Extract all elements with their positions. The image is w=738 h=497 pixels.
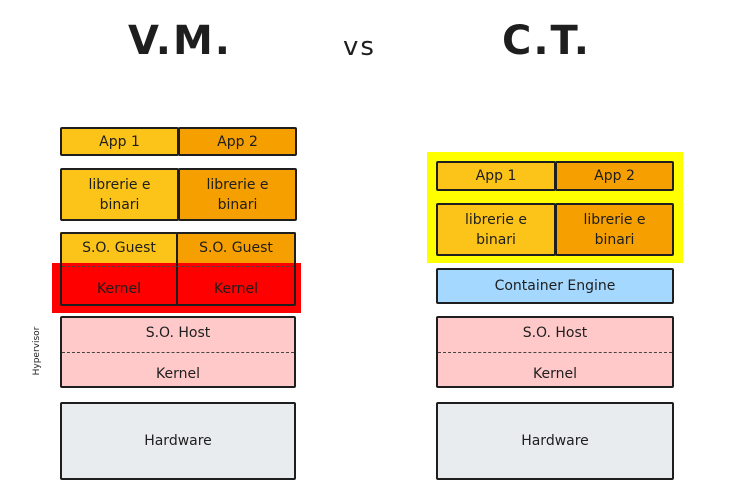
- vm-guest2-box: S.O. Guest Kernel: [176, 232, 296, 306]
- vm-host-divider: [62, 352, 294, 353]
- vm-kernel1-label: Kernel: [97, 281, 141, 297]
- vm-app2-box: App 2: [178, 127, 297, 156]
- ct-libs1-box: librerie e binari: [436, 203, 556, 256]
- ct-title: C.T.: [502, 18, 591, 64]
- vm-kernel2-label: Kernel: [214, 281, 258, 297]
- ct-hardware-box: Hardware: [436, 402, 674, 480]
- vm-title: V.M.: [128, 18, 232, 64]
- vm-host-label: S.O. Host: [145, 325, 211, 341]
- ct-app1-box: App 1: [436, 161, 556, 191]
- ct-host-label: S.O. Host: [522, 325, 588, 341]
- vm-hardware-box: Hardware: [60, 402, 296, 480]
- vm-guest2-fill: [178, 232, 296, 264]
- vm-guest-divider: [62, 266, 294, 267]
- vm-libs2-box: librerie e binari: [178, 168, 297, 221]
- ct-host-kernel-label: Kernel: [533, 366, 577, 382]
- vm-guest2-label: S.O. Guest: [199, 240, 273, 256]
- ct-host-divider: [438, 352, 672, 353]
- vm-guest1-box: S.O. Guest Kernel: [60, 232, 178, 306]
- vm-guest1-label: S.O. Guest: [82, 240, 156, 256]
- vm-host-kernel-label: Kernel: [156, 366, 200, 382]
- container-engine-box: Container Engine: [436, 268, 674, 304]
- vm-libs1-box: librerie e binari: [60, 168, 179, 221]
- vs-label: vs: [343, 32, 376, 62]
- hypervisor-label: Hypervisor: [32, 326, 42, 376]
- ct-libs2-box: librerie e binari: [555, 203, 674, 256]
- vm-app1-box: App 1: [60, 127, 179, 156]
- ct-app2-box: App 2: [555, 161, 674, 191]
